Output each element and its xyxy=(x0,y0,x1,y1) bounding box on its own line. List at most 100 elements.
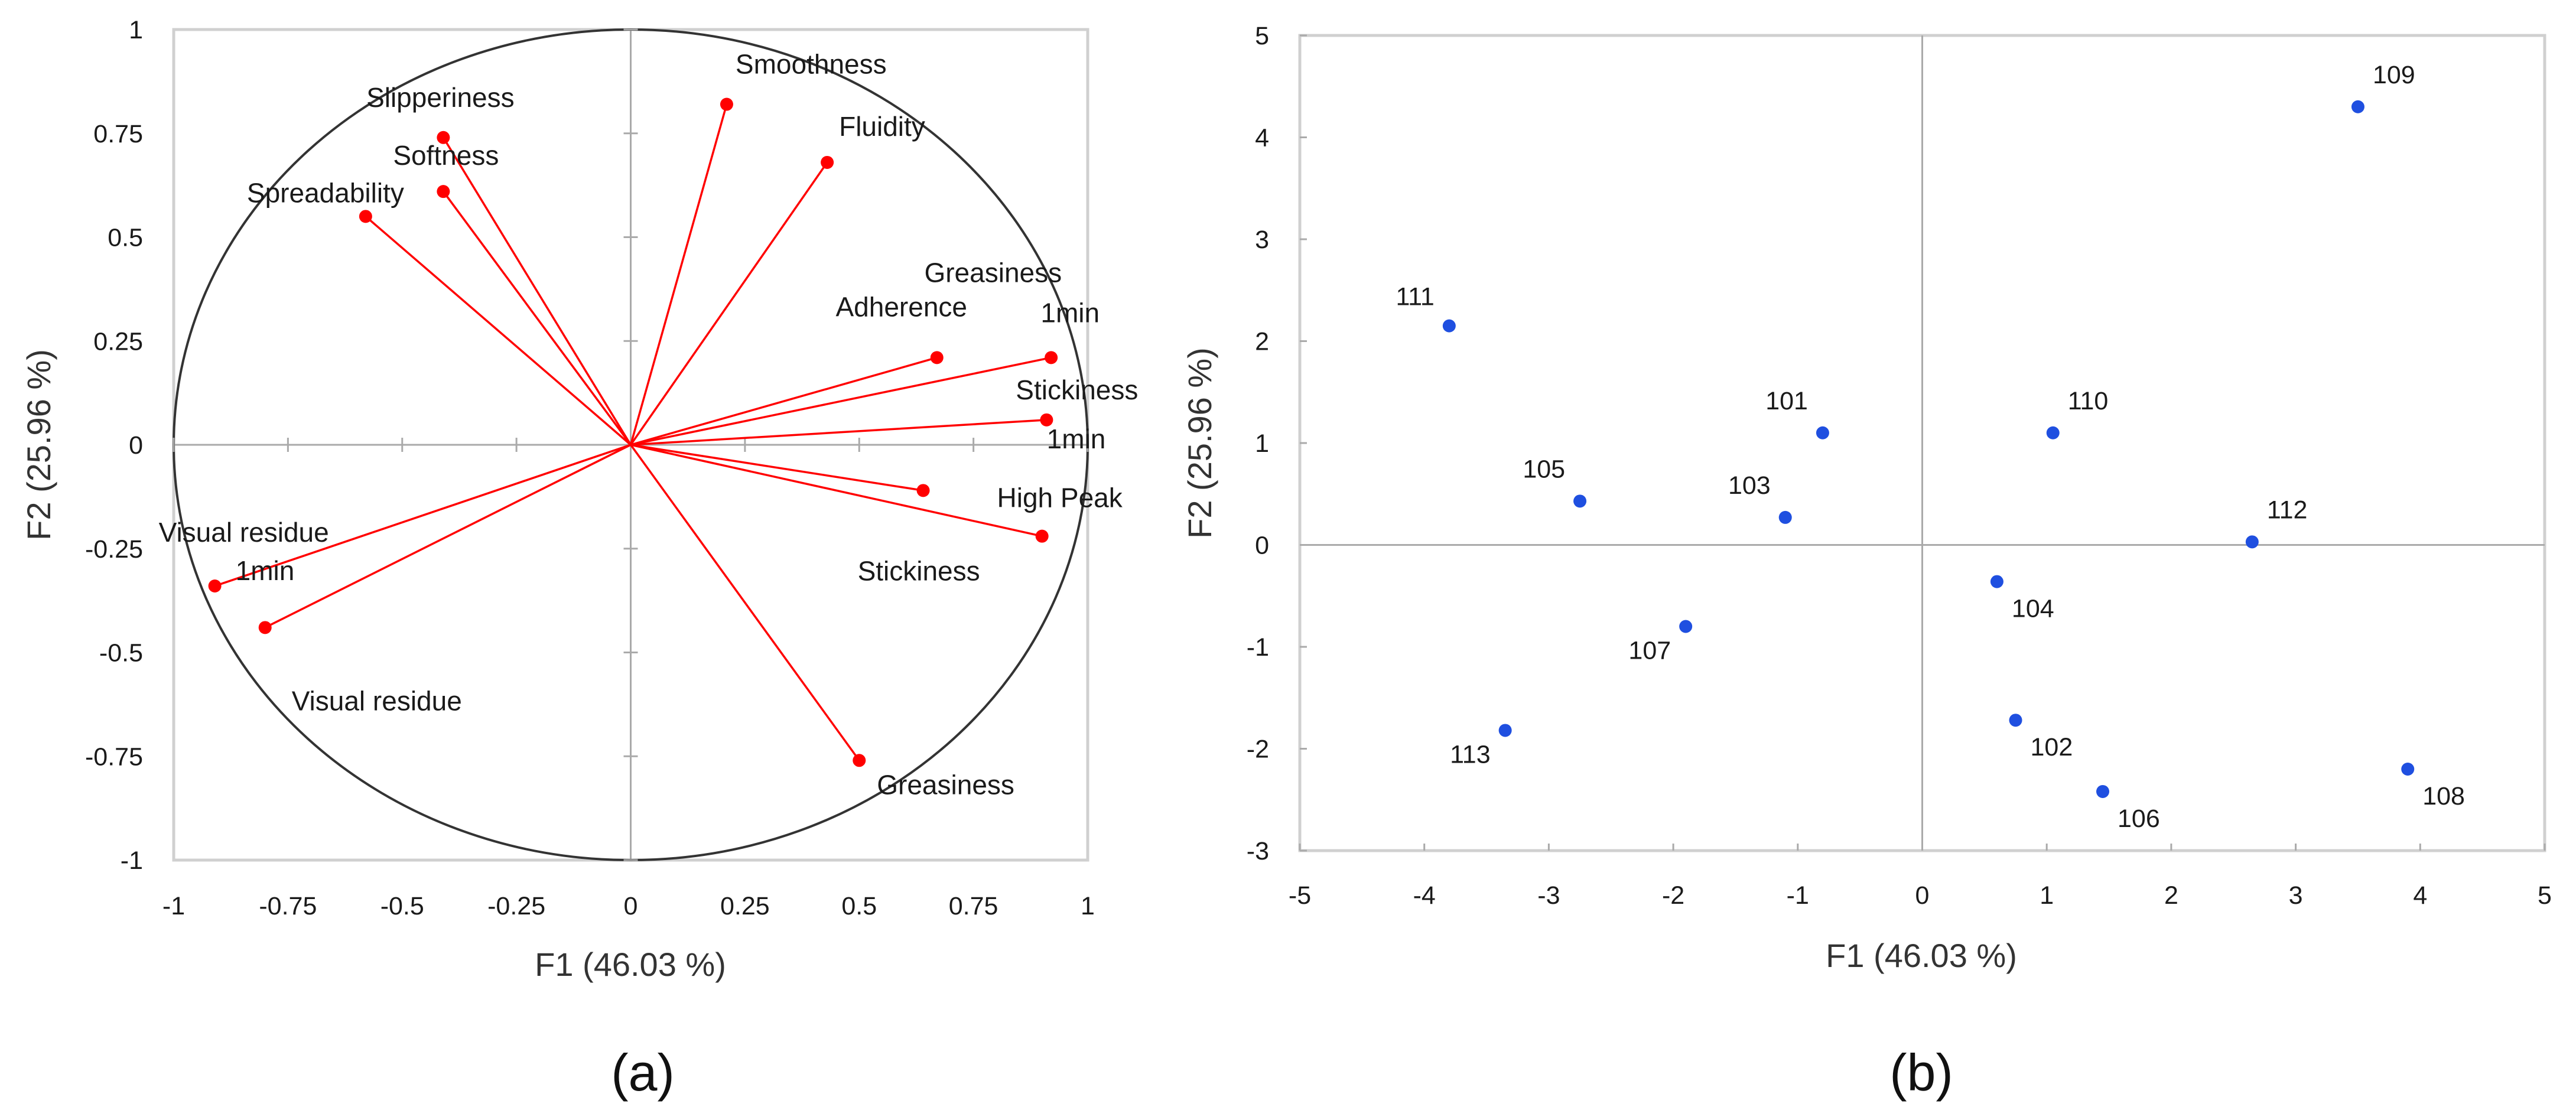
point-visual-residue-1min xyxy=(208,579,222,593)
vector-greasiness xyxy=(630,444,860,761)
chart-b-x-ticks: -5 -4 -3 -2 -1 0 1 2 3 4 5 xyxy=(1289,844,2552,910)
chart-a-x-tick-label: 0.25 xyxy=(720,892,770,920)
chart-a-x-tick-label: 0.5 xyxy=(841,892,877,920)
point-108 xyxy=(2401,763,2415,776)
label-smoothness: Smoothness xyxy=(736,49,887,80)
point-greasiness xyxy=(853,754,866,767)
chart-b-y-tick-label: 0 xyxy=(1255,532,1269,560)
chart-b-x-tick-label: 5 xyxy=(2538,881,2552,910)
chart-b-x-axis-title: F1 (46.03 %) xyxy=(1826,937,2017,974)
chart-b-x-tick-label: 3 xyxy=(2289,881,2303,910)
label-108: 108 xyxy=(2422,782,2465,810)
point-113 xyxy=(1498,724,1512,737)
chart-a-y-tick-label: 0 xyxy=(129,431,143,460)
vector-stickiness xyxy=(630,444,1043,538)
point-softness xyxy=(437,185,450,198)
chart-a-x-tick-label: -1 xyxy=(162,892,185,920)
label-113: 113 xyxy=(1450,740,1491,769)
point-greasiness-1min xyxy=(1045,351,1058,364)
point-adherence xyxy=(930,351,944,364)
chart-b-y-tick-label: 2 xyxy=(1255,328,1269,356)
point-spreadability xyxy=(359,210,372,223)
label-103: 103 xyxy=(1728,471,1771,500)
label-softness: Softness xyxy=(393,140,499,171)
label-slipperiness: Slipperiness xyxy=(366,82,515,113)
chart-b-panel-label: (b) xyxy=(1889,1043,1953,1102)
label-stickiness-1min-line-2: 1min xyxy=(1047,424,1106,454)
point-112 xyxy=(2245,535,2259,549)
label-spreadability: Spreadability xyxy=(247,177,404,208)
vector-adherence xyxy=(630,356,938,446)
vector-spreadability xyxy=(365,216,632,446)
label-greasiness: Greasiness xyxy=(877,769,1014,800)
label-107: 107 xyxy=(1628,637,1671,665)
chart-a-y-tick-label: -0.75 xyxy=(85,743,143,771)
chart-a-y-tick-label: 0.25 xyxy=(93,327,143,356)
point-visual-residue xyxy=(258,621,272,634)
chart-a-y-tick-label: -1 xyxy=(121,846,143,875)
chart-a-y-tick-label: -0.5 xyxy=(99,639,143,668)
chart-a-point-labels: Smoothness Fluidity Slipperiness Softness Sp… xyxy=(159,49,1139,800)
point-106 xyxy=(2096,784,2110,798)
vector-slipperiness xyxy=(442,136,632,445)
chart-b-points xyxy=(1442,100,2415,798)
chart-b-y-tick-label: 3 xyxy=(1255,226,1269,254)
chart-b-y-axis-title: F2 (25.96 %) xyxy=(1181,347,1218,539)
chart-a-x-ticks: -1 -0.75 -0.5 -0.25 0 0.25 0.5 0.75 1 xyxy=(162,438,1095,920)
chart-a-y-tick-label: 0.5 xyxy=(108,224,143,252)
chart-a-y-tick-label: -0.25 xyxy=(85,535,143,564)
label-106: 106 xyxy=(2118,805,2160,833)
label-109: 109 xyxy=(2373,61,2415,89)
label-105: 105 xyxy=(1523,455,1565,483)
vector-high-peak xyxy=(630,444,923,492)
point-105 xyxy=(1573,494,1587,508)
vector-visual-residue-1min xyxy=(214,444,632,587)
vector-greasiness-1min xyxy=(630,356,1052,446)
label-fluidity: Fluidity xyxy=(839,111,925,142)
chart-b-point-labels: 109 111 101 110 105 103 112 104 107 102 113 106 108 xyxy=(1396,61,2465,833)
chart-a-vectors xyxy=(214,104,1052,761)
label-104: 104 xyxy=(2012,595,2054,623)
chart-b-x-tick-label: -1 xyxy=(1787,881,1809,910)
label-101: 101 xyxy=(1765,387,1808,415)
label-greasiness-1min-line-2: 1min xyxy=(1040,297,1100,328)
chart-b-x-tick-label: 0 xyxy=(1915,881,1930,910)
chart-b-x-tick-label: 1 xyxy=(2040,881,2054,910)
chart-b-y-tick-label: -1 xyxy=(1247,633,1269,662)
label-visual-residue-1min-line-2: 1min xyxy=(236,555,295,586)
vector-softness xyxy=(442,191,632,446)
point-slipperiness xyxy=(437,131,450,144)
point-stickiness-1min xyxy=(1040,413,1053,426)
chart-b-x-tick-label: -4 xyxy=(1413,881,1436,910)
point-104 xyxy=(1990,575,2003,588)
chart-b-y-tick-label: 4 xyxy=(1255,124,1269,152)
point-smoothness xyxy=(720,97,733,111)
point-high-peak xyxy=(916,484,930,497)
chart-a-points xyxy=(208,97,1058,767)
chart-a-x-axis-title: F1 (46.03 %) xyxy=(535,946,726,983)
chart-a-y-tick-label: 1 xyxy=(129,16,143,44)
chart-b-x-tick-label: 4 xyxy=(2413,881,2427,910)
label-greasiness-1min-line-1: Greasiness xyxy=(924,257,1062,288)
label-102: 102 xyxy=(2031,733,2073,761)
chart-b-x-tick-label: -5 xyxy=(1289,881,1311,910)
point-111 xyxy=(1442,319,1456,333)
chart-a-correlation-circle: -1 -0.75 -0.5 -0.25 0 0.25 0.5 0.75 1 1 0.75 0.5 0.… xyxy=(20,16,1138,1102)
chart-b-x-tick-label: -2 xyxy=(1662,881,1684,910)
vector-stickiness-1min xyxy=(630,419,1047,446)
label-high-peak: High Peak xyxy=(997,482,1123,513)
point-107 xyxy=(1679,620,1693,633)
chart-a-x-tick-label: 0.75 xyxy=(949,892,998,920)
chart-b-y-tick-label: -2 xyxy=(1247,735,1269,764)
label-112: 112 xyxy=(2267,496,2308,524)
chart-b-y-tick-label: -3 xyxy=(1247,837,1269,865)
point-103 xyxy=(1778,510,1792,524)
chart-a-panel-label: (a) xyxy=(611,1043,675,1102)
point-110 xyxy=(2046,426,2060,439)
point-101 xyxy=(1816,426,1829,439)
point-fluidity xyxy=(821,155,834,169)
chart-a-x-tick-label: -0.75 xyxy=(259,892,317,920)
